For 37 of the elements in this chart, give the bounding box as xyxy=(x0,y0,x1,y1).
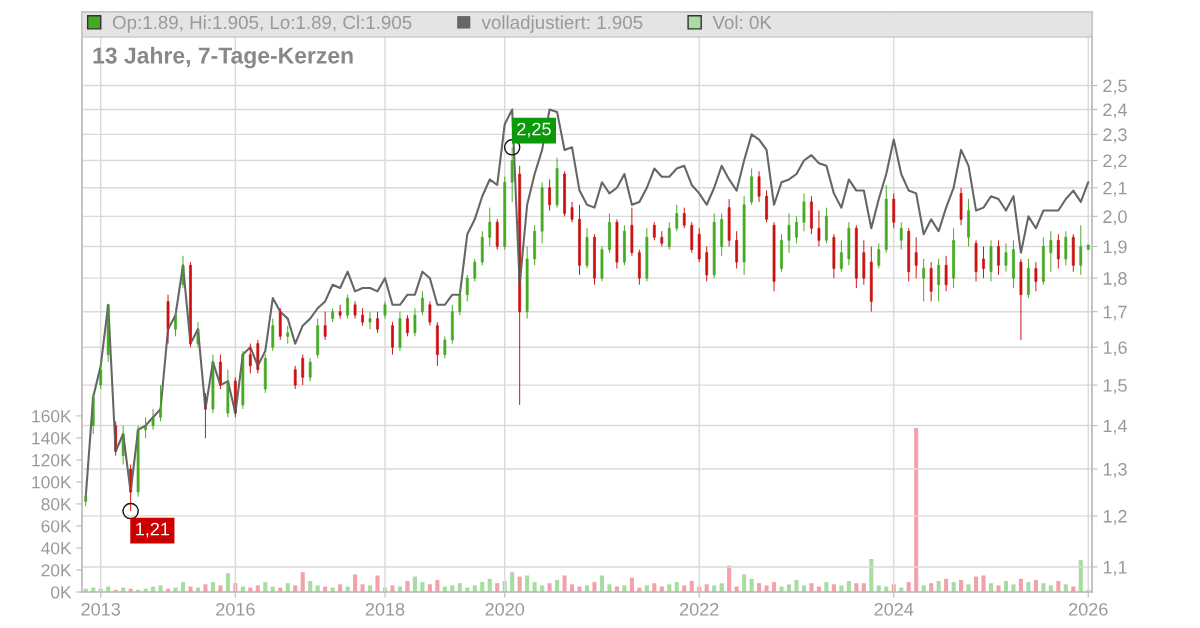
y-tick-label: 1,5 xyxy=(1103,379,1127,394)
y-tick-label: 1,9 xyxy=(1103,240,1127,256)
y-tick-label: 2,2 xyxy=(1103,154,1127,170)
y-tick-label: 2,1 xyxy=(1103,181,1127,197)
x-tick-label: 2022 xyxy=(680,602,719,616)
y2-tick-label: 160K xyxy=(32,410,72,423)
x-tick-label: 2026 xyxy=(1069,602,1108,616)
text: 13 Jahre, 7-Tage-Kerzen xyxy=(93,46,353,69)
y-tick-label: 1,3 xyxy=(1103,462,1127,478)
legend-label: volladjustiert: 1.905 xyxy=(481,15,643,33)
legend-label: Vol: 0K xyxy=(712,15,772,30)
legend-label: Op:1.89, Hi:1.905, Lo:1.89, Cl:1.905 xyxy=(112,15,412,33)
x-tick-label: 2016 xyxy=(216,602,255,616)
y-tick-label: 2,4 xyxy=(1103,103,1127,119)
y2-tick-label: 100K xyxy=(32,476,72,489)
y2-tick-label: 60K xyxy=(41,520,72,533)
annotation: 1,21 xyxy=(136,522,170,538)
x-tick-label: 2024 xyxy=(874,602,914,616)
y-tick-label: 1,4 xyxy=(1103,419,1127,435)
y2-tick-label: 40K xyxy=(41,542,72,555)
y2-tick-label: 140K xyxy=(32,432,72,445)
y2-tick-label: 80K xyxy=(41,498,72,511)
y-tick-label: 1,6 xyxy=(1103,341,1127,357)
y2-tick-label: 20K xyxy=(41,564,72,577)
annotation: 2,25 xyxy=(517,122,551,138)
y2-tick-label: 120K xyxy=(32,454,72,467)
y-tick-label: 1,1 xyxy=(1103,561,1127,576)
y-tick-label: 2,3 xyxy=(1103,128,1127,144)
x-tick-label: 2018 xyxy=(365,602,405,616)
x-tick-label: 2013 xyxy=(81,602,120,616)
y-tick-label: 1,2 xyxy=(1103,509,1127,525)
y2-tick-label: 0K xyxy=(51,586,72,599)
y-tick-label: 1,8 xyxy=(1103,272,1127,288)
y-tick-label: 1,7 xyxy=(1103,305,1127,321)
x-tick-label: 2020 xyxy=(485,602,525,616)
y-tick-label: 2,5 xyxy=(1103,79,1127,95)
y-tick-label: 2,0 xyxy=(1103,210,1127,226)
